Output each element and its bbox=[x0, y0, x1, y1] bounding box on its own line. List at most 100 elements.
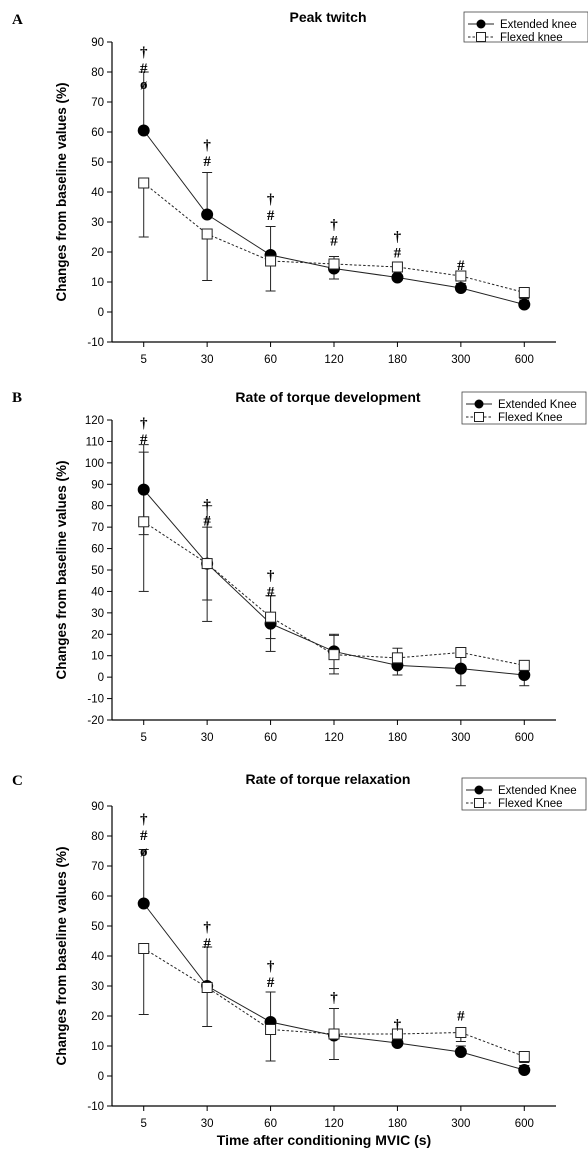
y-tick-label: 80 bbox=[91, 67, 104, 79]
chart-title: Peak twitch bbox=[289, 9, 366, 25]
y-tick-label: 60 bbox=[91, 891, 104, 903]
y-tick-label: 0 bbox=[98, 672, 104, 684]
data-point-flexed bbox=[391, 261, 403, 273]
x-tick-label: 5 bbox=[141, 1118, 147, 1130]
significance-mark: # bbox=[457, 258, 465, 274]
y-tick-label: -10 bbox=[87, 1101, 104, 1113]
significance-mark: ø bbox=[140, 77, 148, 93]
significance-mark: † bbox=[267, 568, 275, 584]
x-tick-label: 120 bbox=[324, 732, 343, 744]
y-tick-label: 30 bbox=[91, 217, 104, 229]
data-point-flexed bbox=[265, 611, 277, 623]
data-point-extended bbox=[137, 124, 150, 137]
x-tick-label: 180 bbox=[388, 1118, 407, 1130]
chart-title: Rate of torque development bbox=[235, 389, 420, 405]
significance-mark: † bbox=[203, 138, 211, 154]
legend-marker-extended bbox=[474, 785, 484, 795]
data-point-flexed bbox=[455, 1027, 467, 1038]
significance-mark: # bbox=[140, 61, 148, 77]
significance-mark: † bbox=[203, 920, 211, 936]
y-tick-label: 80 bbox=[91, 831, 104, 843]
y-tick-label: 70 bbox=[91, 861, 104, 873]
data-point-flexed bbox=[455, 647, 467, 658]
legend-label: Flexed knee bbox=[500, 32, 563, 44]
chart-title: Rate of torque relaxation bbox=[246, 771, 411, 787]
data-point-flexed bbox=[391, 1028, 403, 1040]
y-tick-label: 80 bbox=[91, 501, 104, 513]
legend-label: Flexed Knee bbox=[498, 798, 563, 810]
significance-mark: # bbox=[267, 975, 275, 991]
chart-panel-c: C Rate of torque relaxation -10 0 10 20 30 40 50… bbox=[12, 771, 587, 1148]
y-tick-label: 10 bbox=[91, 1041, 104, 1053]
data-point-flexed bbox=[518, 659, 530, 671]
data-point-flexed bbox=[328, 1028, 340, 1040]
y-tick-label: 70 bbox=[91, 522, 104, 534]
y-tick-label: 40 bbox=[91, 951, 104, 963]
x-axis-label: Time after conditioning MVIC (s) bbox=[217, 1132, 431, 1148]
legend-marker-extended bbox=[474, 399, 484, 409]
x-tick-label: 180 bbox=[388, 732, 407, 744]
significance-mark: † bbox=[140, 812, 148, 828]
x-tick-label: 120 bbox=[324, 1118, 343, 1130]
y-tick-label: 90 bbox=[91, 479, 104, 491]
data-point-extended bbox=[518, 298, 531, 311]
data-point-extended bbox=[391, 271, 404, 284]
data-point-flexed bbox=[201, 228, 213, 240]
data-point-extended bbox=[137, 897, 150, 910]
y-tick-label: 110 bbox=[86, 436, 104, 448]
y-tick-label: 30 bbox=[91, 608, 104, 620]
data-point-flexed bbox=[328, 649, 340, 661]
y-tick-label: 0 bbox=[98, 1071, 104, 1083]
data-point-flexed bbox=[265, 1024, 277, 1035]
y-tick-label: 90 bbox=[91, 37, 104, 49]
significance-mark: † bbox=[330, 991, 338, 1007]
y-tick-label: 0 bbox=[98, 307, 104, 319]
significance-mark: # bbox=[267, 208, 275, 224]
x-tick-label: 300 bbox=[451, 1118, 470, 1130]
significance-mark: # bbox=[140, 432, 148, 448]
x-tick-label: 60 bbox=[264, 354, 277, 366]
significance-mark: † bbox=[330, 218, 338, 234]
y-axis-label: Changes from baseline values (%) bbox=[54, 82, 69, 301]
significance-mark: # bbox=[330, 234, 338, 250]
panel-letter: B bbox=[12, 390, 22, 406]
y-tick-label: 60 bbox=[91, 544, 104, 556]
y-tick-label: 20 bbox=[91, 1011, 104, 1023]
significance-mark: # bbox=[203, 936, 211, 952]
y-axis-label: Changes from baseline values (%) bbox=[54, 846, 69, 1065]
data-point-flexed bbox=[138, 943, 150, 954]
data-point-extended bbox=[518, 1064, 531, 1076]
significance-mark: † bbox=[394, 230, 402, 246]
x-tick-label: 30 bbox=[201, 1118, 214, 1130]
y-tick-label: -10 bbox=[87, 337, 104, 349]
legend-marker-flexed bbox=[474, 798, 484, 808]
legend-label: Extended Knee bbox=[498, 785, 577, 797]
significance-mark: # bbox=[203, 514, 211, 530]
x-tick-label: 180 bbox=[388, 354, 407, 366]
legend-label: Extended knee bbox=[500, 19, 577, 31]
y-tick-label: 10 bbox=[91, 651, 104, 663]
significance-mark: † bbox=[140, 45, 148, 61]
data-point-extended bbox=[201, 208, 214, 221]
legend-label: Extended Knee bbox=[498, 399, 577, 411]
data-point-flexed bbox=[518, 1051, 530, 1062]
legend-label: Flexed Knee bbox=[498, 412, 563, 424]
y-tick-label: 50 bbox=[91, 565, 104, 577]
data-point-extended bbox=[518, 669, 531, 681]
y-tick-label: 20 bbox=[91, 629, 104, 641]
y-tick-label: 50 bbox=[91, 157, 104, 169]
x-tick-label: 30 bbox=[201, 732, 214, 744]
x-tick-label: 600 bbox=[515, 732, 534, 744]
data-point-flexed bbox=[138, 516, 150, 528]
significance-mark: † bbox=[140, 416, 148, 432]
x-tick-label: 600 bbox=[515, 354, 534, 366]
data-point-flexed bbox=[455, 270, 467, 282]
data-point-flexed bbox=[138, 177, 150, 189]
chart-panel-b: B Rate of torque development -20 -10 0 10 20 30… bbox=[12, 389, 587, 744]
data-point-extended bbox=[454, 282, 467, 294]
x-tick-label: 120 bbox=[324, 354, 343, 366]
